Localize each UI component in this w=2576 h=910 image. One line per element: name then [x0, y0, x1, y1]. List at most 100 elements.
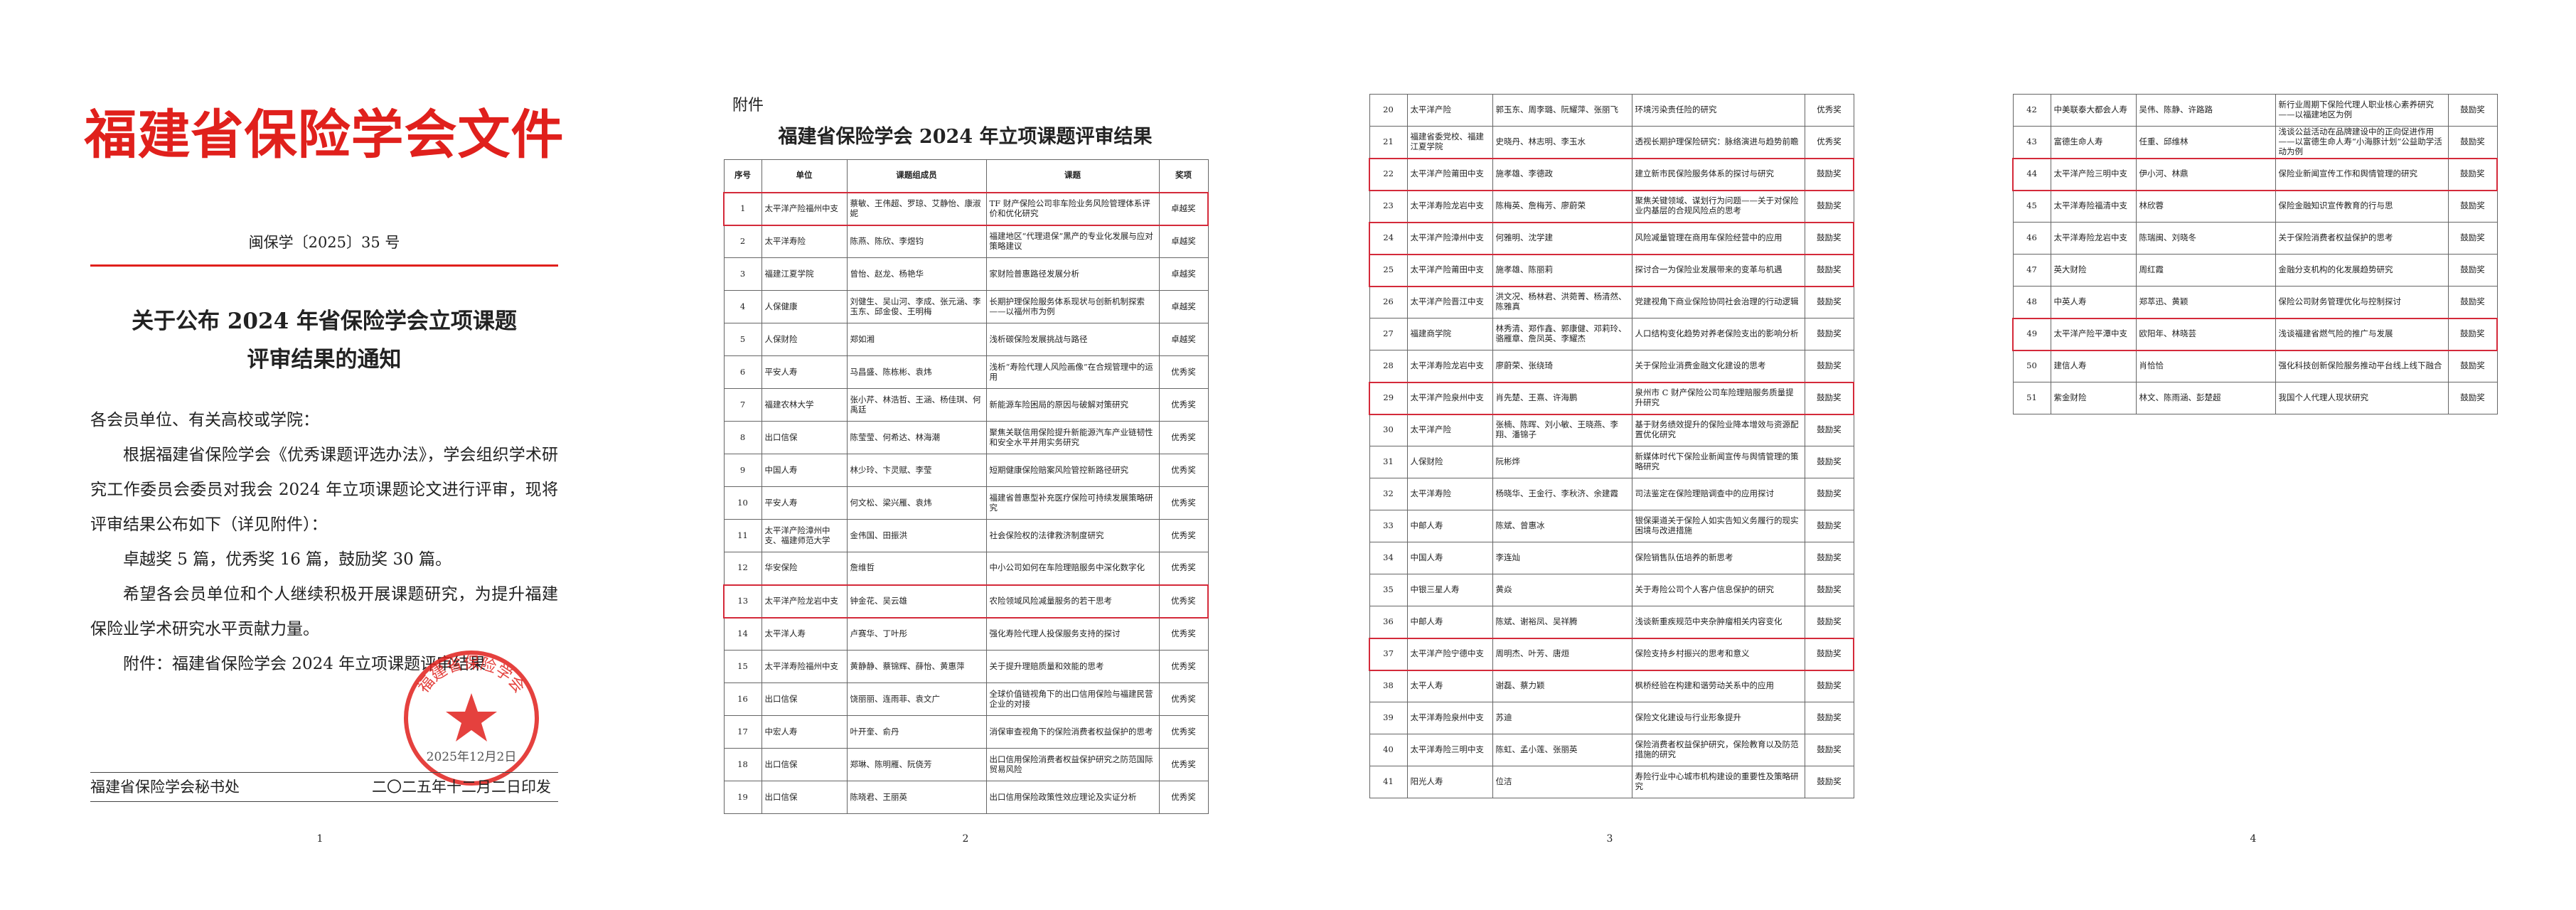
table-body: 20 太平洋产险 郭玉东、周李璐、阮耀萍、张丽飞 环境污染责任险的研究 优秀奖 21 福建省… [1369, 94, 1854, 798]
unit-cell: 中美联泰大都会人寿 [2050, 94, 2137, 127]
serial-cell: 12 [723, 552, 762, 585]
award-cell: 鼓励奖 [2447, 222, 2498, 255]
unit-cell: 华安保险 [761, 552, 848, 585]
result-row: 34 中国人寿 李连灿 保险销售队伍培养的新思考 鼓励奖 [1369, 542, 1854, 574]
topic-cell: 短期健康保险赔案风险管控新路径研究 [985, 454, 1160, 487]
topic-cell: 基于财务绩效提升的保险业降本增效与资源配置优化研究 [1631, 414, 1805, 446]
award-cell: 卓越奖 [1158, 257, 1209, 291]
members-cell: 金伟国、田振洪 [846, 519, 987, 552]
serial-cell: 33 [1369, 510, 1408, 542]
members-cell: 陈梅英、詹梅芳、廖蔚荣 [1492, 190, 1632, 223]
members-cell: 张小芹、林浩哲、王涵、杨佳琪、何禹廷 [846, 388, 987, 422]
header-cell: 课题组成员 [846, 159, 987, 193]
serial-cell: 51 [2012, 382, 2051, 414]
serial-cell: 11 [723, 519, 762, 552]
result-row: 31 人保财险 阮彬烨 新媒体时代下保险业新闻宣传与舆情管理的策略研究 鼓励奖 [1369, 446, 1854, 478]
members-cell: 周明杰、叶芳、唐烜 [1492, 637, 1632, 671]
topic-cell: 人口结构变化趋势对养老保险支出的影响分析 [1631, 318, 1805, 350]
serial-cell: 7 [723, 388, 762, 422]
members-cell: 詹维哲 [846, 552, 987, 585]
award-cell: 优秀奖 [1158, 748, 1209, 781]
topic-cell: 保险销售队伍培养的新思考 [1631, 542, 1805, 574]
members-cell: 陈晓君、王丽英 [846, 781, 987, 814]
topic-cell: TF 财产保险公司非车险业务风险管理体系评价和优化研究 [985, 191, 1160, 226]
award-cell: 鼓励奖 [2447, 94, 2498, 127]
header-row: 序号 单位 课题组成员 课题 奖项 [723, 159, 1209, 193]
award-cell: 鼓励奖 [1804, 157, 1854, 191]
unit-cell: 紫金财险 [2050, 382, 2137, 414]
serial-cell: 25 [1369, 253, 1408, 287]
award-cell: 鼓励奖 [1804, 381, 1854, 415]
topic-cell: 强化寿险代理人投保服务支持的探讨 [985, 617, 1160, 651]
topic-cell: 浅谈公益活动在品牌建设中的正向促进作用——以富德生命人寿“小海豚计划”公益助学活… [2275, 126, 2449, 159]
unit-cell: 平安人寿 [761, 486, 848, 520]
members-cell: 阮彬烨 [1492, 446, 1632, 478]
unit-cell: 人保健康 [761, 290, 848, 323]
award-cell: 优秀奖 [1158, 454, 1209, 487]
result-row: 41 阳光人寿 位洁 寿险行业中心城市机构建设的重要性及策略研究 鼓励奖 [1369, 766, 1854, 798]
serial-cell: 41 [1369, 766, 1408, 798]
members-cell: 郑琳、陈明雁、阮侥芳 [846, 748, 987, 781]
members-cell: 林少玲、卞灵赋、李莹 [846, 454, 987, 487]
seal-date: 2025年12月2日 [427, 750, 517, 764]
result-row: 30 太平洋产险 张楠、陈晖、刘小敏、王晓燕、李翔、潘锦子 基于财务绩效提升的保险业降… [1369, 414, 1854, 446]
serial-cell: 17 [723, 715, 762, 749]
award-cell: 优秀奖 [1158, 486, 1209, 520]
members-cell: 陈斌、曾惠冰 [1492, 510, 1632, 542]
result-row: 43 富德生命人寿 任重、邱维林 浅谈公益活动在品牌建设中的正向促进作用——以富德生命… [2012, 126, 2498, 159]
unit-cell: 中邮人寿 [1406, 510, 1493, 542]
seal-ring [404, 651, 539, 786]
members-cell: 陈斌、谢裕凤、吴祥腾 [1492, 606, 1632, 638]
topic-cell: 保险消费者权益保护研究，保险教育以及防范措施的研究 [1631, 734, 1805, 766]
unit-cell: 出口信保 [761, 421, 848, 454]
unit-cell: 富德生命人寿 [2050, 126, 2137, 159]
award-cell: 鼓励奖 [1804, 606, 1854, 638]
award-cell: 优秀奖 [1158, 584, 1209, 619]
award-cell: 鼓励奖 [1804, 542, 1854, 574]
award-cell: 卓越奖 [1158, 290, 1209, 323]
serial-cell: 40 [1369, 734, 1408, 766]
serial-cell: 29 [1369, 381, 1408, 415]
award-cell: 鼓励奖 [2447, 126, 2498, 159]
award-cell: 鼓励奖 [2447, 190, 2498, 223]
serial-cell: 24 [1369, 221, 1408, 255]
award-cell: 优秀奖 [1158, 552, 1209, 585]
result-table: 42 中美联泰大都会人寿 吴伟、陈静、许路路 新行业周期下保险代理人职业核心素养研究—… [2012, 94, 2498, 414]
result-row: 51 紫金财险 林文、陈雨涵、彭楚超 我国个人代理人现状研究 鼓励奖 [2012, 382, 2498, 414]
award-cell: 鼓励奖 [1804, 190, 1854, 223]
serial-cell: 39 [1369, 702, 1408, 734]
serial-cell: 30 [1369, 414, 1408, 446]
members-cell: 施孝雄、陈丽莉 [1492, 253, 1632, 287]
members-cell: 黄焱 [1492, 574, 1632, 606]
award-cell: 优秀奖 [1804, 94, 1854, 127]
unit-cell: 太平洋产险 [1406, 94, 1493, 127]
result-row: 8 出口信保 陈莹莹、何希达、林海潮 聚焦关联信用保险提升新能源汽车产业链韧性和安全水… [723, 421, 1209, 454]
result-row: 36 中邮人寿 陈斌、谢裕凤、吴祥腾 浅谈新重疾规范中夹杂肿瘤相关内容变化 鼓励奖 [1369, 606, 1854, 638]
result-row: 37 太平洋产险宁德中支 周明杰、叶芳、唐烜 保险支持乡村振兴的思考和意义 鼓励奖 [1369, 637, 1854, 671]
award-cell: 优秀奖 [1158, 650, 1209, 683]
topic-cell: 保险公司财务管理优化与控制探讨 [2275, 286, 2449, 318]
members-cell: 周红霞 [2135, 254, 2276, 287]
result-row: 18 出口信保 郑琳、陈明雁、阮侥芳 出口信用保险消费者权益保护研究之防范国际贸易风险… [723, 748, 1209, 781]
members-cell: 杨晓华、王金行、李秋济、余建霞 [1492, 478, 1632, 510]
unit-cell: 太平洋寿险福清中支 [2050, 190, 2137, 223]
award-cell: 优秀奖 [1158, 682, 1209, 716]
serial-cell: 5 [723, 323, 762, 356]
award-cell: 优秀奖 [1158, 781, 1209, 814]
attachment-label: 附件 [732, 97, 764, 114]
result-row: 3 福建江夏学院 曾怡、赵龙、杨艳华 家财险普惠路径发展分析 卓越奖 [723, 257, 1209, 291]
unit-cell: 太平洋寿险龙岩中支 [2050, 222, 2137, 255]
serial-cell: 32 [1369, 478, 1408, 510]
serial-cell: 26 [1369, 286, 1408, 318]
seal-org-text: 福建省保险学会 [415, 655, 528, 697]
result-row: 2 太平洋寿险 陈燕、陈欣、李煜钧 福建地区“代理退保”黑产的专业化发展与应对策略建议… [723, 225, 1209, 258]
table-body: 42 中美联泰大都会人寿 吴伟、陈静、许路路 新行业周期下保险代理人职业核心素养研究—… [2012, 94, 2498, 414]
members-cell: 叶开奎、俞丹 [846, 715, 987, 749]
award-cell: 优秀奖 [1158, 421, 1209, 454]
unit-cell: 太平洋产险宁德中支 [1406, 637, 1493, 671]
members-cell: 陈瑞闽、刘晓冬 [2135, 222, 2276, 255]
unit-cell: 太平洋寿险 [761, 225, 848, 258]
serial-cell: 50 [2012, 350, 2051, 382]
unit-cell: 中银三星人寿 [1406, 574, 1493, 606]
award-cell: 优秀奖 [1158, 715, 1209, 749]
